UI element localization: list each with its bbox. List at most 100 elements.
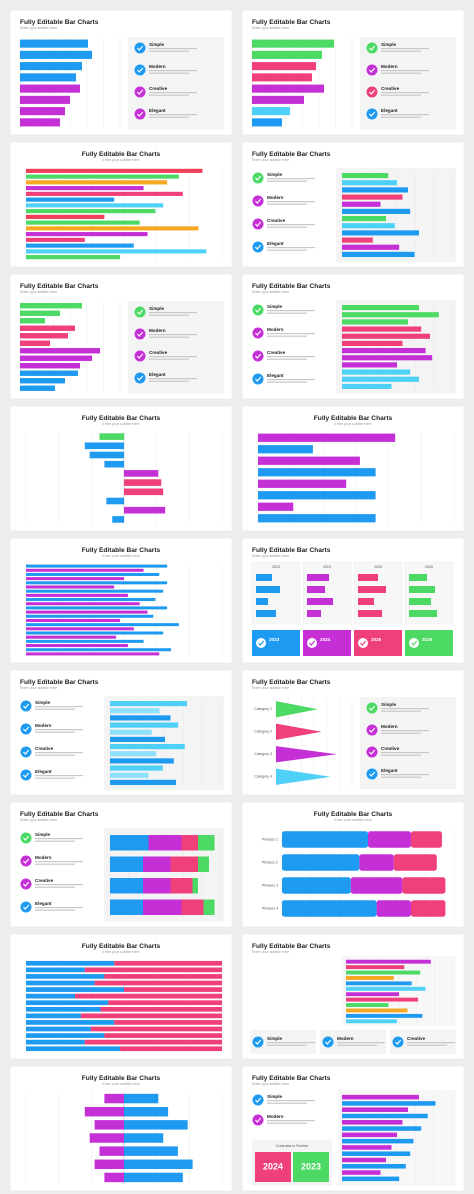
bar <box>342 1120 403 1125</box>
bar <box>307 586 325 593</box>
category-label: Phrases 2 <box>262 860 278 864</box>
bar-segment <box>26 960 115 966</box>
year-label: 2026 <box>422 637 433 642</box>
text-line <box>149 356 197 358</box>
bar-segment <box>120 1046 222 1052</box>
bar <box>342 223 395 229</box>
bar <box>20 95 70 104</box>
text-line <box>381 752 429 754</box>
text-line <box>267 1100 315 1102</box>
bar <box>20 325 75 331</box>
check <box>369 727 376 733</box>
bar <box>342 251 415 257</box>
year-label: 2023 <box>301 1161 321 1171</box>
text-line <box>381 730 429 732</box>
check <box>255 353 262 359</box>
bar <box>342 319 408 325</box>
item-icon <box>366 108 378 120</box>
check <box>255 198 262 204</box>
bar <box>110 779 176 785</box>
text-line <box>149 72 189 74</box>
slide-subtitle: Enter your subtitle here <box>20 26 57 30</box>
bar <box>342 376 419 382</box>
bar-segment <box>84 967 222 973</box>
box-title: Contrasts to Review <box>276 1144 309 1148</box>
text-line <box>381 70 429 72</box>
text-line <box>267 1044 307 1046</box>
bar <box>26 610 148 614</box>
year-label: 2024 <box>263 1161 283 1171</box>
bar-segment <box>100 1006 222 1012</box>
text-line <box>407 1042 455 1044</box>
text-line <box>35 752 83 754</box>
bar <box>342 1176 400 1182</box>
item-icon <box>409 638 419 648</box>
bar-segment <box>393 854 437 871</box>
bar <box>252 107 290 116</box>
slide-subtitle: Enter your subtitle here <box>20 290 57 294</box>
text-line <box>149 50 189 52</box>
bar <box>26 589 164 593</box>
text-line <box>35 731 75 733</box>
text-line <box>149 378 197 380</box>
check <box>255 175 262 181</box>
text-line <box>267 180 307 182</box>
slide-title: Fully Editable Bar Charts <box>252 943 331 950</box>
check <box>137 67 144 73</box>
item-label: Creative <box>267 350 286 355</box>
item-icon <box>366 86 378 98</box>
text-line <box>267 356 315 358</box>
item-icon <box>366 42 378 54</box>
slide-subtitle: Enter your subtitle here <box>252 686 289 690</box>
bar <box>252 118 282 127</box>
text-line <box>35 909 75 911</box>
item-icon <box>256 638 266 648</box>
bar <box>20 310 60 316</box>
item-label: Elegant <box>149 108 166 113</box>
item-icon <box>20 901 32 913</box>
text-line <box>267 224 315 226</box>
slide-subtitle: Enter your subtitle here <box>252 26 289 30</box>
bar-segment <box>170 856 198 872</box>
text-line <box>35 777 75 779</box>
item-label: Elegant <box>35 769 52 774</box>
item-icon <box>392 1036 404 1048</box>
bar <box>26 585 115 589</box>
check <box>23 703 30 709</box>
text-line <box>149 114 197 116</box>
bar <box>342 201 381 207</box>
year-label: 2023 <box>269 637 280 642</box>
text-line <box>35 708 75 710</box>
bar <box>26 602 140 606</box>
bar-segment <box>143 899 182 915</box>
item-label: Elegant <box>267 373 284 378</box>
bar <box>26 243 134 248</box>
bar <box>26 644 128 648</box>
text-line <box>35 886 75 888</box>
item-icon <box>252 373 264 385</box>
bar-segment <box>26 1006 101 1012</box>
bar <box>346 986 426 991</box>
slide-title: Fully Editable Bar Charts <box>252 1075 331 1082</box>
item-icon <box>134 86 146 98</box>
bar <box>20 318 45 324</box>
item-label: Modern <box>35 723 52 728</box>
bar-segment <box>411 900 446 917</box>
text-line <box>381 116 421 118</box>
item-icon <box>252 304 264 316</box>
bar <box>342 1126 422 1131</box>
slide-title: Fully Editable Bar Charts <box>252 151 331 158</box>
bar <box>20 333 68 339</box>
item-icon <box>20 700 32 712</box>
slide-title: Fully Editable Bar Charts <box>82 943 161 950</box>
slide-subtitle: Enter your subtitle here <box>102 422 139 426</box>
check <box>258 640 265 646</box>
slide-title: Fully Editable Bar Charts <box>252 679 331 686</box>
text-line <box>267 203 307 205</box>
text-line <box>381 72 421 74</box>
bar-segment <box>108 1000 222 1006</box>
text-line <box>407 1044 447 1046</box>
bar <box>124 1159 193 1170</box>
slide-subtitle: Enter your subtitle here <box>20 818 57 822</box>
item-icon <box>366 64 378 76</box>
